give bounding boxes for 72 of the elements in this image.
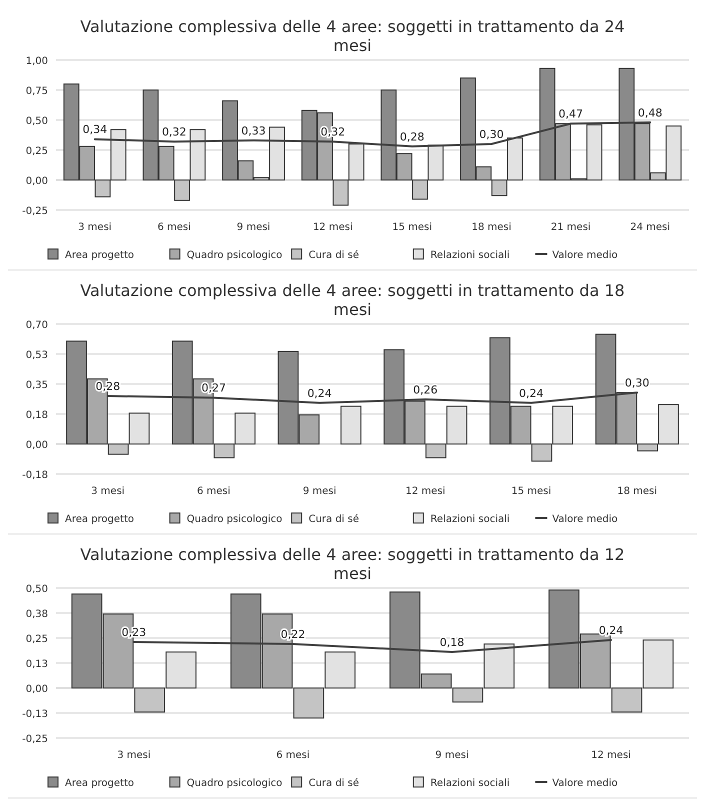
data-label: 0,26 [413,383,438,396]
x-tick-label: 6 mesi [276,750,310,761]
legend-label: Area progetto [65,250,134,261]
x-tick-label: 15 mesi [392,222,432,233]
data-label: 0,32 [162,126,186,139]
data-label: 0,47 [558,108,584,121]
legend-label: Valore medio [552,514,618,525]
legend-label: Valore medio [552,778,618,789]
chart-title: Valutazione complessiva delle 4 aree: soggetti in trattamento da 18 mesi [80,281,625,319]
x-tick-label: 6 mesi [197,486,230,497]
data-label: 0,34 [82,123,108,136]
y-tick-label: -0,25 [22,734,48,745]
data-label: 0,33 [241,124,266,138]
x-tick-label: 9 mesi [302,486,336,497]
y-tick-label: -0,13 [22,709,48,720]
legend-label: Cura di sé [308,250,360,261]
y-tick-label: 0,00 [26,440,48,451]
y-tick-label: 0,00 [26,684,48,695]
data-label: 0,27 [201,382,226,395]
legend-label: Quadro psicologico [186,778,282,789]
y-tick-label: 0,50 [26,116,48,127]
y-tick-label: 0,25 [26,634,48,645]
legend-label: Cura di sé [308,778,360,789]
chart-title: Valutazione complessiva delle 4 aree: soggetti in trattamento da 12 mesi [80,545,625,583]
y-tick-label: -0,18 [22,470,48,481]
y-tick-label: 0,18 [26,410,48,421]
legend-label: Relazioni sociali [430,778,510,789]
legend-label: Quadro psicologico [186,514,282,525]
legend-label: Valore medio [552,250,618,261]
legend-label: Relazioni sociali [430,514,510,525]
x-tick-label: 15 mesi [511,486,552,497]
x-tick-label: 12 mesi [591,750,631,761]
data-label: 0,30 [479,128,504,141]
data-label: 0,48 [638,106,662,120]
data-label: 0,24 [519,386,544,400]
y-tick-label: 0,00 [26,176,48,187]
y-tick-label: -0,25 [22,206,48,217]
y-tick-label: 0,75 [26,86,48,97]
data-label: 0,24 [598,624,624,637]
x-tick-label: 18 mesi [617,486,658,497]
data-label: 0,32 [320,126,346,139]
x-tick-label: 12 mesi [312,222,353,233]
x-tick-label: 3 mesi [78,222,112,233]
y-tick-label: 0,70 [26,320,48,331]
x-tick-label: 6 mesi [157,222,191,233]
legend-label: Area progetto [65,514,134,525]
y-tick-label: 0,25 [26,146,48,157]
y-tick-label: 0,50 [26,584,48,595]
x-tick-label: 9 mesi [435,750,469,761]
y-tick-label: 0,13 [26,659,48,670]
legend-label: Quadro psicologico [186,250,282,261]
y-tick-label: 0,35 [26,380,48,391]
legend-label: Relazioni sociali [430,250,510,261]
bar [340,406,362,444]
legend-label: Cura di sé [308,514,360,525]
y-tick-label: 0,38 [26,609,48,620]
legend-label: Area progetto [65,778,134,789]
y-tick-label: 0,53 [26,350,48,361]
x-tick-label: 24 mesi [630,222,670,233]
x-tick-label: 21 mesi [550,222,591,233]
data-label: 0,24 [307,386,332,400]
x-tick-label: 3 mesi [117,750,151,761]
data-label: 0,28 [400,130,424,144]
y-tick-label: 1,00 [26,56,48,67]
data-label: 0,18 [440,636,464,649]
x-tick-label: 9 mesi [236,222,270,233]
line-series [132,639,612,653]
x-tick-label: 3 mesi [91,486,125,497]
data-label: 0,30 [624,376,650,390]
x-tick-label: 12 mesi [406,486,446,497]
x-tick-label: 18 mesi [472,222,512,233]
chart-title: Valutazione complessiva delle 4 aree: soggetti in trattamento da 24 mesi [80,17,625,55]
